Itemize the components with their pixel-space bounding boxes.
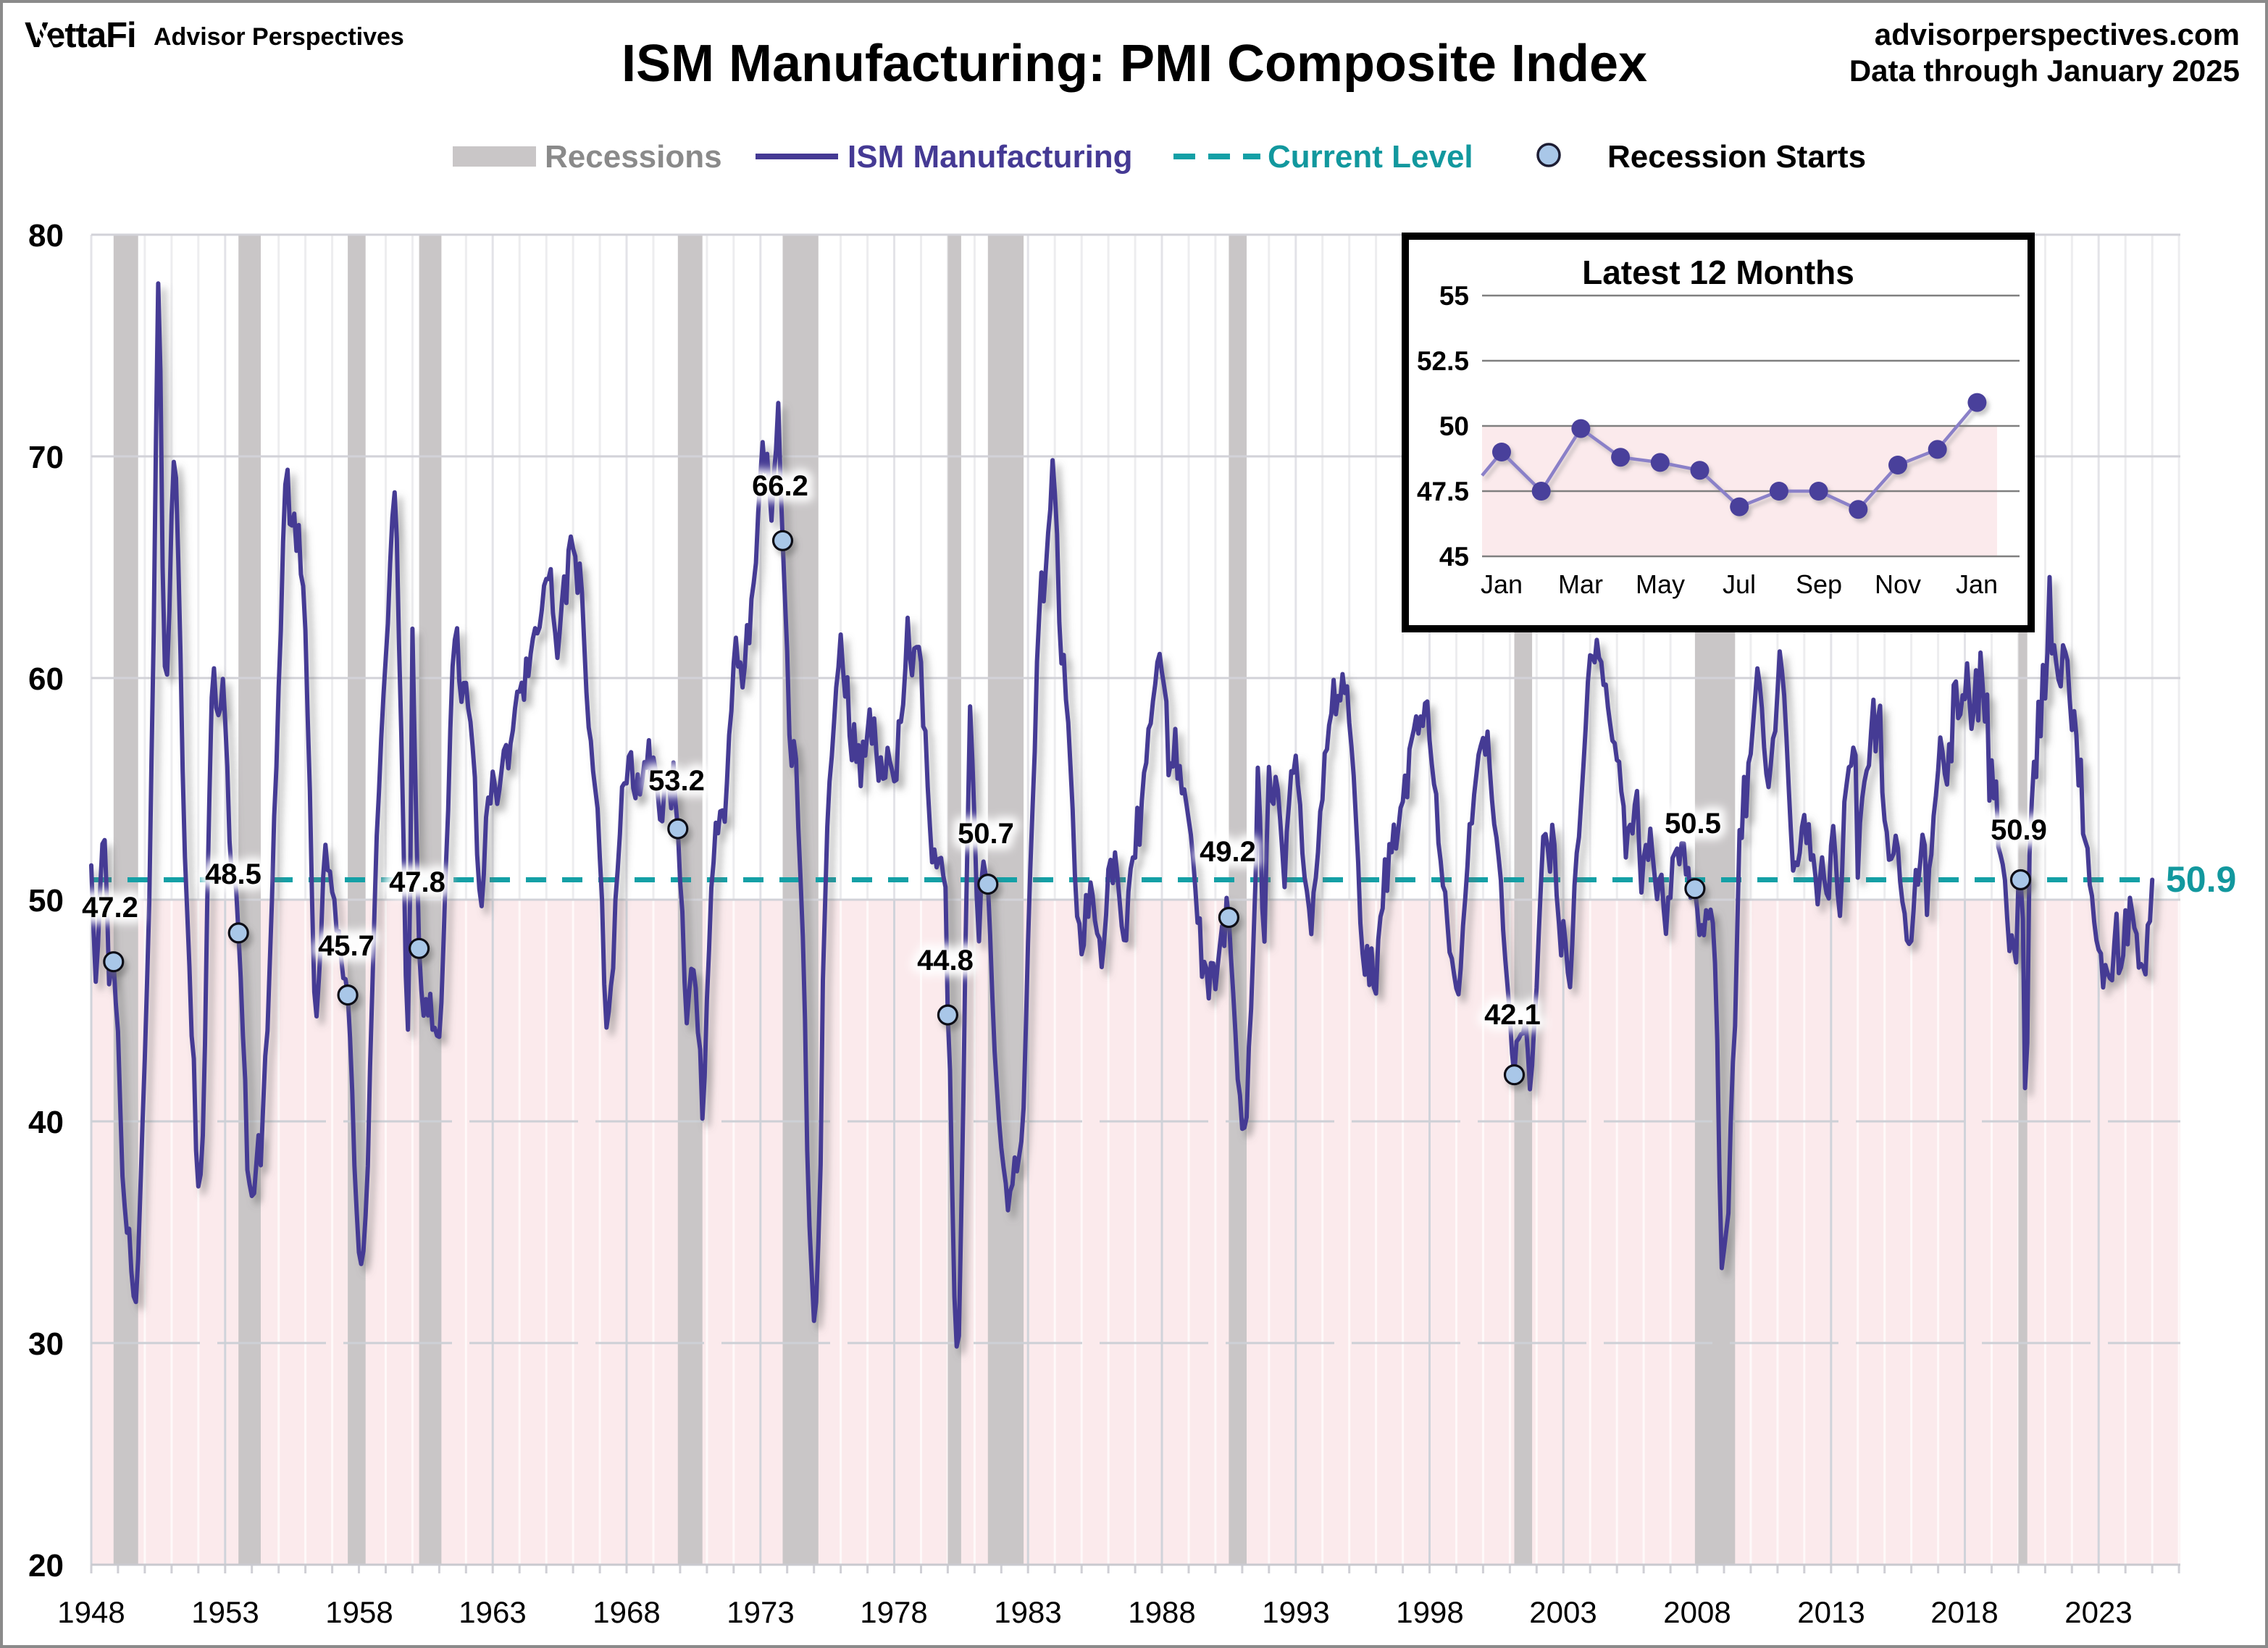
svg-text:Latest 12 Months: Latest 12 Months bbox=[1582, 254, 1854, 291]
svg-text:45.7: 45.7 bbox=[318, 930, 374, 962]
svg-text:66.2: 66.2 bbox=[752, 470, 808, 502]
svg-text:2018: 2018 bbox=[1930, 1595, 1998, 1629]
svg-text:80: 80 bbox=[28, 218, 64, 254]
svg-text:48.5: 48.5 bbox=[205, 858, 261, 890]
svg-text:1968: 1968 bbox=[593, 1595, 660, 1629]
svg-text:44.8: 44.8 bbox=[917, 945, 974, 976]
svg-text:53.2: 53.2 bbox=[648, 765, 705, 797]
svg-text:42.1: 42.1 bbox=[1484, 999, 1541, 1031]
svg-text:Jul: Jul bbox=[1723, 569, 1756, 599]
svg-text:30: 30 bbox=[28, 1326, 64, 1362]
svg-text:VettaFi: VettaFi bbox=[25, 16, 136, 55]
svg-text:50.5: 50.5 bbox=[1665, 808, 1721, 840]
svg-text:Nov: Nov bbox=[1875, 569, 1921, 599]
svg-text:50.9: 50.9 bbox=[1991, 814, 2047, 846]
svg-text:45.7: 45.7 bbox=[318, 930, 374, 962]
svg-text:70: 70 bbox=[28, 440, 64, 475]
svg-text:50: 50 bbox=[28, 883, 64, 919]
svg-text:52.5: 52.5 bbox=[1417, 346, 1469, 376]
svg-text:1993: 1993 bbox=[1262, 1595, 1329, 1629]
svg-text:66.2: 66.2 bbox=[752, 470, 808, 502]
svg-text:ISM Manufacturing: ISM Manufacturing bbox=[848, 139, 1133, 175]
svg-text:Recession Starts: Recession Starts bbox=[1607, 139, 1866, 175]
svg-text:ISM Manufacturing: PMI Composi: ISM Manufacturing: PMI Composite Index bbox=[622, 35, 1647, 93]
svg-text:Recessions: Recessions bbox=[545, 139, 722, 175]
svg-text:50: 50 bbox=[1439, 411, 1469, 441]
svg-text:47.2: 47.2 bbox=[82, 892, 138, 924]
svg-text:20: 20 bbox=[28, 1548, 64, 1584]
svg-text:2003: 2003 bbox=[1529, 1595, 1597, 1629]
svg-text:50.5: 50.5 bbox=[1665, 808, 1721, 840]
svg-text:2023: 2023 bbox=[2064, 1595, 2132, 1629]
svg-text:47.5: 47.5 bbox=[1417, 477, 1469, 506]
svg-text:1948: 1948 bbox=[57, 1595, 125, 1629]
svg-text:1988: 1988 bbox=[1128, 1595, 1195, 1629]
svg-text:47.8: 47.8 bbox=[389, 866, 445, 898]
svg-text:50.9: 50.9 bbox=[1991, 814, 2047, 846]
svg-text:50.7: 50.7 bbox=[958, 818, 1014, 850]
svg-text:40: 40 bbox=[28, 1105, 64, 1140]
svg-text:1958: 1958 bbox=[325, 1595, 393, 1629]
svg-text:49.2: 49.2 bbox=[1200, 836, 1256, 868]
svg-text:Jan: Jan bbox=[1956, 569, 1998, 599]
svg-text:Data through January 2025: Data through January 2025 bbox=[1849, 54, 2240, 88]
svg-text:1978: 1978 bbox=[860, 1595, 927, 1629]
svg-text:Current Level: Current Level bbox=[1268, 139, 1473, 175]
svg-text:53.2: 53.2 bbox=[648, 765, 705, 797]
svg-text:1983: 1983 bbox=[994, 1595, 1061, 1629]
svg-text:Jan: Jan bbox=[1481, 569, 1523, 599]
svg-text:50.7: 50.7 bbox=[958, 818, 1014, 850]
svg-text:60: 60 bbox=[28, 661, 64, 697]
svg-text:1998: 1998 bbox=[1396, 1595, 1463, 1629]
svg-text:49.2: 49.2 bbox=[1200, 836, 1256, 868]
svg-text:50.9: 50.9 bbox=[2166, 859, 2236, 900]
svg-text:Advisor Perspectives: Advisor Perspectives bbox=[154, 23, 404, 51]
svg-text:1963: 1963 bbox=[459, 1595, 526, 1629]
svg-text:45: 45 bbox=[1439, 542, 1469, 572]
svg-text:2013: 2013 bbox=[1797, 1595, 1865, 1629]
svg-text:2008: 2008 bbox=[1663, 1595, 1731, 1629]
svg-text:47.8: 47.8 bbox=[389, 866, 445, 898]
svg-text:1953: 1953 bbox=[191, 1595, 259, 1629]
svg-text:1973: 1973 bbox=[727, 1595, 794, 1629]
svg-text:42.1: 42.1 bbox=[1484, 999, 1541, 1031]
svg-text:May: May bbox=[1636, 569, 1685, 599]
svg-text:Mar: Mar bbox=[1558, 569, 1603, 599]
svg-text:44.8: 44.8 bbox=[917, 945, 974, 976]
svg-text:advisorperspectives.com: advisorperspectives.com bbox=[1875, 17, 2240, 51]
svg-text:55: 55 bbox=[1439, 281, 1469, 311]
svg-text:48.5: 48.5 bbox=[205, 858, 261, 890]
svg-text:47.2: 47.2 bbox=[82, 892, 138, 924]
svg-text:Sep: Sep bbox=[1796, 569, 1842, 599]
